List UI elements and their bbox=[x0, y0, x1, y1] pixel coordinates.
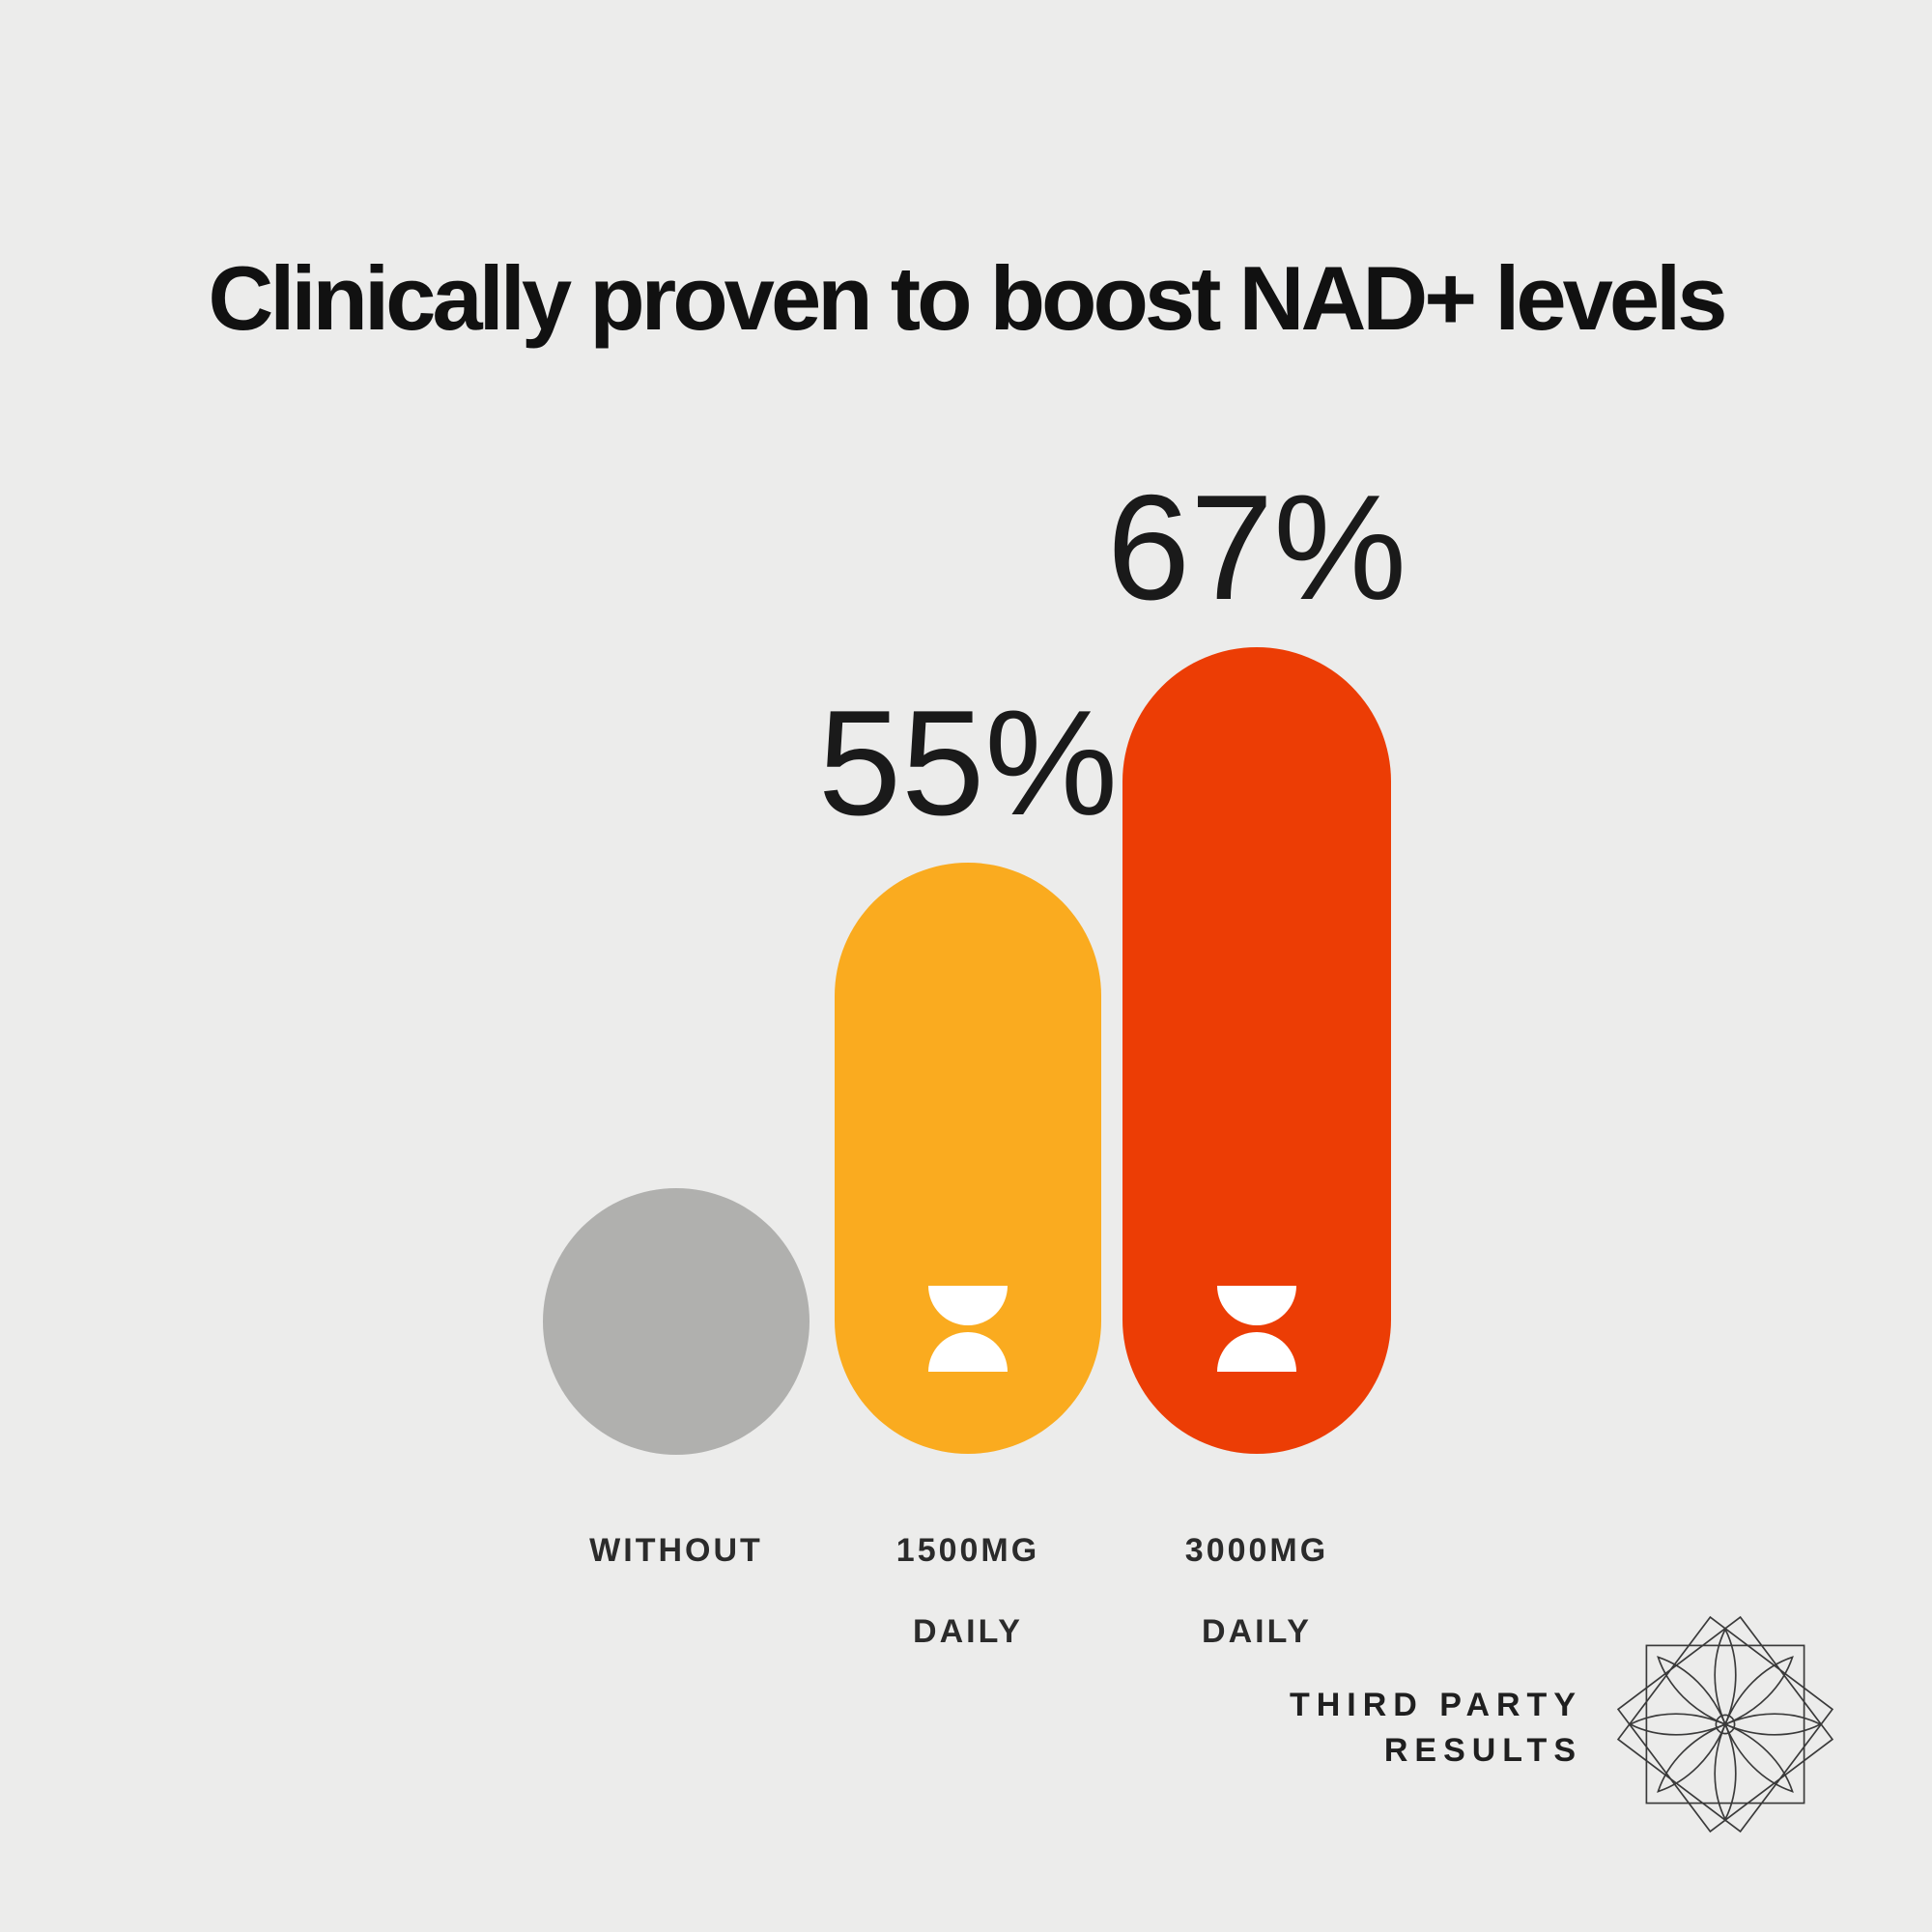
bar-3000mg-daily bbox=[1122, 647, 1391, 1454]
bar-1500mg-daily bbox=[835, 863, 1101, 1454]
category-label-line2: DAILY bbox=[913, 1613, 1023, 1650]
hourglass-top-half bbox=[1217, 1286, 1296, 1325]
category-label-1500mg: 1500MG DAILY bbox=[823, 1490, 1113, 1652]
hourglass-bottom-half bbox=[928, 1332, 1008, 1372]
bar-without bbox=[543, 1188, 810, 1455]
footer-line1: THIRD PARTY bbox=[1289, 1687, 1582, 1723]
footer-line2: RESULTS bbox=[1383, 1732, 1582, 1769]
category-label-without: WITHOUT bbox=[531, 1490, 821, 1571]
hourglass-icon bbox=[1217, 1286, 1296, 1372]
page-title: Clinically proven to boost NAD+ levels bbox=[208, 247, 1727, 349]
value-label-1500mg: 55% bbox=[817, 679, 1119, 846]
hourglass-top-half bbox=[928, 1286, 1008, 1325]
hourglass-bottom-half bbox=[1217, 1332, 1296, 1372]
value-label-3000mg: 67% bbox=[1106, 464, 1407, 631]
category-label-line1: 1500MG bbox=[895, 1532, 1040, 1569]
category-label-line1: WITHOUT bbox=[589, 1532, 763, 1569]
category-label-line1: 3000MG bbox=[1184, 1532, 1329, 1569]
category-label-line2: DAILY bbox=[1202, 1613, 1312, 1650]
third-party-results-note: THIRD PARTY RESULTS bbox=[1290, 1683, 1582, 1774]
category-label-3000mg: 3000MG DAILY bbox=[1112, 1490, 1402, 1652]
geometric-flower-logo bbox=[1609, 1608, 1841, 1840]
hourglass-icon bbox=[928, 1286, 1008, 1372]
